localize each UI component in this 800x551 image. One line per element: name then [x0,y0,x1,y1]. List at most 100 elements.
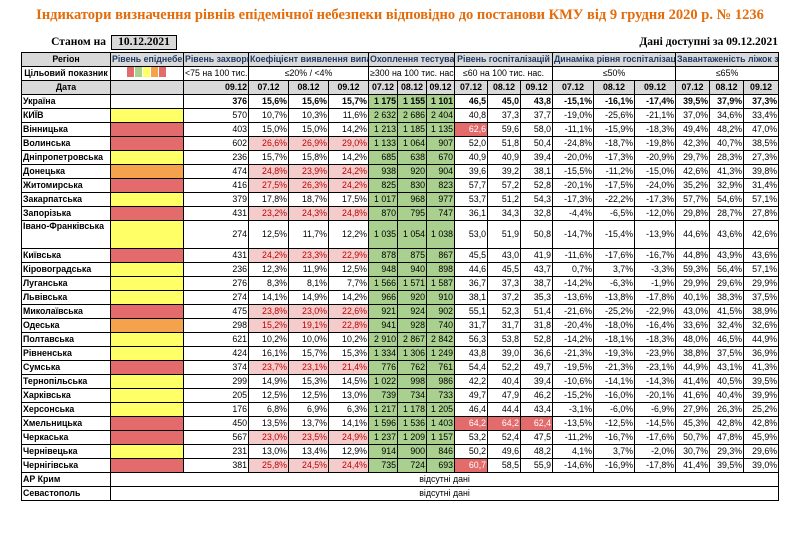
coef-cell: 24,3% [288,206,329,221]
hosp-cell: 40,9 [454,150,489,165]
dynamics-cell: -23,1% [634,360,677,375]
region-name: Одеська [21,318,111,333]
dynamics-cell: -25,6% [593,108,636,123]
dynamics-cell: -12,0% [634,206,677,221]
dynamics-cell: -6,3% [593,276,636,291]
incidence-cell: 416 [183,178,249,193]
region-row: Чернівецька 231 13,0% 13,4% 12,9% 914 900 846 50… [21,444,780,459]
testing-cell: 776 [368,360,398,375]
region-name: Львівська [21,290,111,305]
region-row: Хмельницька 450 13,5% 13,7% 14,1% 1 596 1 536 1… [21,416,780,431]
beds-cell: 33,4% [743,108,780,123]
beds-cell: 37,3% [743,94,780,109]
hosp-cell: 37,2 [487,290,522,305]
coef-cell: 13,0% [248,444,289,459]
coef-cell: 14,1% [328,416,369,431]
testing-cell: 830 [397,178,427,193]
coef-cell: 12,9% [328,444,369,459]
no-data-row: АР Крим відсутні дані [21,472,780,487]
target-coef: ≤20% / <4% [248,66,369,81]
date-hosp-2: 09.12 [520,80,554,95]
beds-cell: 41,6% [675,388,711,403]
dynamics-cell: -14,2% [552,276,595,291]
target-incidence: <75 на 100 тис. нас. [183,66,249,81]
testing-cell: 693 [425,458,456,473]
hosp-cell: 60,7 [454,458,489,473]
beds-cell: 32,4% [709,318,745,333]
testing-cell: 1 155 [397,94,427,109]
dynamics-cell: -17,4% [634,94,677,109]
incidence-cell: 379 [183,192,249,207]
hosp-cell: 49,7 [520,360,554,375]
testing-cell: 2 632 [368,108,398,123]
hosp-cell: 44,4 [487,402,522,417]
coef-cell: 11,6% [328,108,369,123]
hosp-cell: 50,8 [520,220,554,249]
level-cell [110,122,184,137]
beds-cell: 41,4% [675,458,711,473]
region-row: Дніпропетровська 236 15,7% 15,8% 14,2% 685 638… [21,150,780,165]
dynamics-cell: -21,1% [634,108,677,123]
dynamics-cell: 3,7% [593,262,636,277]
beds-cell: 37,9% [709,94,745,109]
incidence-cell: 176 [183,402,249,417]
coef-cell: 14,2% [328,290,369,305]
coef-cell: 25,8% [248,458,289,473]
beds-cell: 40,5% [709,374,745,389]
region-row: Київська 431 24,2% 23,3% 22,9% 878 875 867 45,5 4… [21,248,780,263]
level-cell [110,290,184,305]
testing-cell: 968 [397,192,427,207]
coef-cell: 17,8% [248,192,289,207]
hosp-cell: 43,8 [520,94,554,109]
hosp-cell: 32,8 [520,206,554,221]
beds-cell: 57,1% [743,192,780,207]
no-data-cell: відсутні дані [109,486,780,501]
testing-cell: 685 [368,150,398,165]
testing-cell: 1 157 [425,430,456,445]
beds-cell: 36,9% [743,346,780,361]
region-name: Житомирська [21,178,111,193]
coef-cell: 16,1% [248,346,289,361]
coef-cell: 24,2% [328,178,369,193]
coef-cell: 26,3% [288,178,329,193]
coef-cell: 14,5% [328,374,369,389]
coef-cell: 7,7% [328,276,369,291]
testing-cell: 938 [368,164,398,179]
testing-cell: 1 175 [368,94,398,109]
region-row: Тернопільська 299 14,9% 15,3% 14,5% 1 022 998 9… [21,374,780,389]
beds-cell: 46,5% [709,332,745,347]
region-name: Полтавська [21,332,111,347]
coef-cell: 23,0% [248,430,289,445]
region-row: Житомирська 416 27,5% 26,3% 24,2% 825 830 823 57… [21,178,780,193]
dynamics-cell: -23,9% [634,346,677,361]
testing-cell: 1 334 [368,346,398,361]
beds-cell: 38,5% [743,136,780,151]
level-cell [110,206,184,221]
coef-cell: 12,2% [328,220,369,249]
coef-cell: 12,5% [288,388,329,403]
testing-cell: 986 [425,374,456,389]
coef-cell: 23,8% [248,304,289,319]
beds-cell: 42,8% [743,416,780,431]
beds-cell: 42,8% [709,416,745,431]
date-testing-2: 09.12 [425,80,456,95]
region-name: Запорізька [21,206,111,221]
dynamics-cell: -20,4% [552,318,595,333]
hosp-cell: 36,6 [520,346,554,361]
beds-cell: 37,5% [709,346,745,361]
coef-cell: 23,2% [248,206,289,221]
coef-cell: 23,9% [288,164,329,179]
incidence-cell: 431 [183,248,249,263]
beds-cell: 31,4% [743,178,780,193]
testing-cell: 910 [425,290,456,305]
coef-cell: 15,8% [288,150,329,165]
date-row: Дата 09.12 07.12 08.12 09.12 07.12 08.12… [21,80,780,95]
testing-cell: 638 [397,150,427,165]
beds-cell: 40,4% [709,388,745,403]
hosp-cell: 62,6 [454,122,489,137]
hosp-cell: 34,3 [487,206,522,221]
region-name: Донецька [21,164,111,179]
testing-cell: 1 205 [425,402,456,417]
hosp-cell: 31,7 [454,318,489,333]
dynamics-cell: -16,0% [593,388,636,403]
